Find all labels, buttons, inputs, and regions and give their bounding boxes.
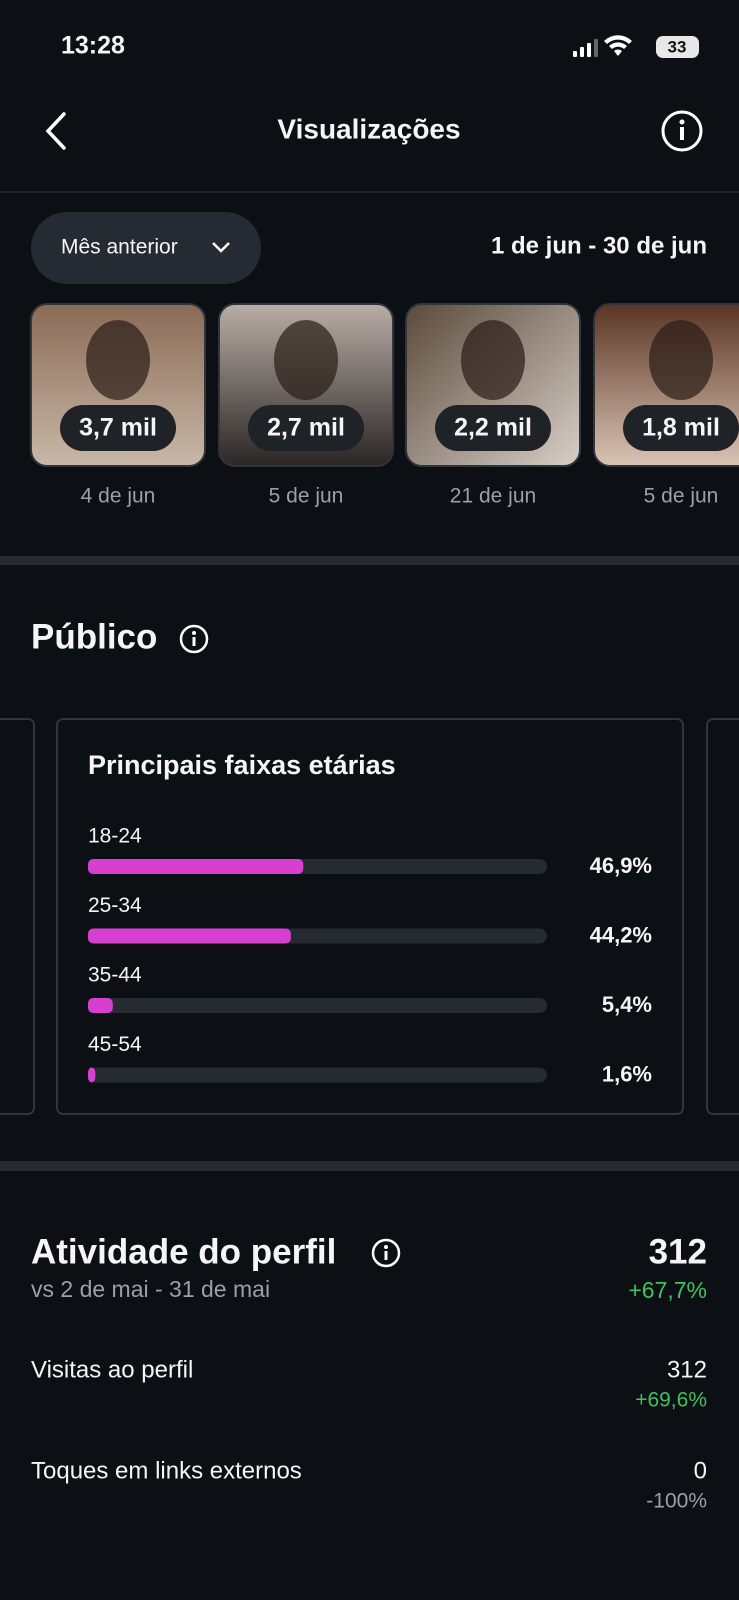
post-date: 5 de jun: [269, 485, 344, 508]
bar-track: [88, 998, 547, 1013]
next-card[interactable]: [706, 718, 739, 1115]
percentage: 5,4%: [602, 992, 652, 1017]
page-title: Visualizações: [277, 113, 460, 144]
comparison-period: vs 2 de mai - 31 de mai: [31, 1276, 270, 1302]
section-divider: [0, 556, 739, 565]
bar: [88, 928, 291, 944]
battery-level: 33: [668, 37, 687, 56]
period-dropdown[interactable]: [31, 212, 261, 284]
age-range: 18-24: [88, 825, 142, 848]
activity-total: 312: [649, 1232, 707, 1271]
age-range: 25-34: [88, 894, 142, 917]
views-badge: [60, 405, 176, 451]
views-count: 3,7 mil: [79, 414, 157, 442]
person: [274, 320, 338, 400]
post-date: 21 de jun: [450, 485, 536, 508]
bar: [88, 1067, 96, 1083]
views-count: 1,8 mil: [642, 414, 720, 442]
metric-change: -100%: [646, 1490, 707, 1513]
card-title: Principais faixas etárias: [88, 750, 396, 780]
activity-change: +67,7%: [628, 1277, 707, 1303]
back-button[interactable]: [45, 112, 66, 150]
views-badge: [623, 405, 739, 451]
metric-label: Visitas ao perfil: [31, 1356, 193, 1383]
section-title: Atividade do perfil: [31, 1232, 336, 1271]
battery-icon: [656, 36, 699, 58]
metric-value: 0: [694, 1457, 707, 1484]
signal-icon: [573, 39, 598, 57]
bar: [88, 998, 113, 1013]
metric-value: 312: [667, 1356, 707, 1383]
person: [461, 320, 525, 400]
views-badge: [248, 405, 364, 451]
percentage: 44,2%: [590, 922, 652, 947]
metric-label: Toques em links externos: [31, 1457, 302, 1484]
age-range: 35-44: [88, 964, 142, 987]
bar: [88, 859, 304, 874]
views-count: 2,7 mil: [267, 414, 345, 442]
section-title: Público: [31, 617, 157, 656]
views-count: 2,2 mil: [454, 414, 532, 442]
info-icon[interactable]: [179, 624, 209, 654]
bar-track: [88, 1067, 547, 1083]
dropdown-chevron: [212, 242, 230, 253]
person: [86, 320, 150, 400]
percentage: 1,6%: [602, 1061, 652, 1086]
post-date: 4 de jun: [81, 485, 156, 508]
age-card: [56, 718, 684, 1115]
metric-change: +69,6%: [635, 1389, 707, 1412]
person: [649, 320, 713, 400]
date-range: 1 de jun - 30 de jun: [491, 232, 707, 259]
status-time: 13:28: [61, 32, 125, 60]
age-range: 45-54: [88, 1033, 142, 1056]
period-label: Mês anterior: [61, 236, 178, 259]
section-divider: [0, 1161, 739, 1171]
info-icon[interactable]: [371, 1238, 401, 1268]
wifi-icon: [604, 35, 632, 56]
previous-card[interactable]: [0, 718, 35, 1115]
percentage: 46,9%: [590, 853, 652, 878]
post-date: 5 de jun: [644, 485, 719, 508]
info-button[interactable]: [661, 110, 703, 152]
views-badge: [435, 405, 551, 451]
